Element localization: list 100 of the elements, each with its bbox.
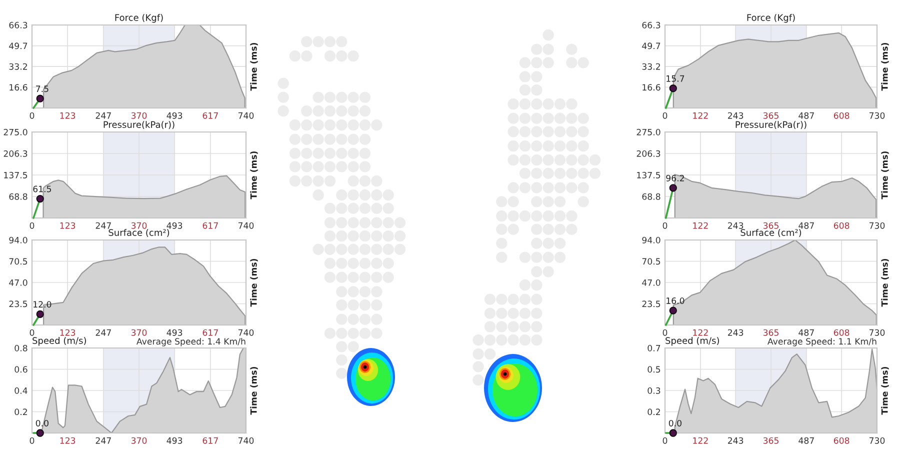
x-tick-label: 740 bbox=[238, 112, 254, 119]
x-tick-label: 730 bbox=[869, 112, 885, 119]
x-tick-label: 617 bbox=[202, 222, 218, 229]
x-tick-label: 608 bbox=[834, 437, 850, 444]
chart-title: Speed (m/s) bbox=[32, 336, 86, 346]
y-tick-label: 137.5 bbox=[4, 172, 28, 178]
y2-axis-title: Time (ms) bbox=[250, 366, 258, 415]
data-label: 61.5 bbox=[33, 186, 52, 192]
x-tick-label: 243 bbox=[728, 112, 744, 119]
y-tick-label: 137.5 bbox=[637, 172, 660, 178]
y-tick-label: 0.2 bbox=[648, 408, 660, 416]
x-tick-label: 123 bbox=[60, 437, 76, 444]
x-tick-label: 0 bbox=[662, 112, 668, 119]
y-tick-label: 0.3 bbox=[648, 387, 660, 394]
chart-title: Force (Kgf) bbox=[747, 14, 795, 23]
y2-axis-title: Time (ms) bbox=[881, 258, 889, 307]
x-tick-label: 122 bbox=[693, 112, 708, 119]
x-tick-label: 0 bbox=[30, 112, 34, 119]
y-tick-label: 70.5 bbox=[642, 258, 660, 265]
chart-title: Pressure(kPa(r)) bbox=[104, 120, 174, 130]
x-tick-label: 487 bbox=[798, 222, 814, 229]
x-tick-label: 493 bbox=[166, 437, 182, 444]
y-tick-label: 0.6 bbox=[14, 366, 28, 373]
x-tick-label: 0 bbox=[662, 437, 668, 444]
y-tick-label: 49.7 bbox=[9, 42, 28, 50]
x-tick-label: 365 bbox=[763, 437, 778, 444]
y2-axis-title: Time (ms) bbox=[250, 151, 258, 200]
x-tick-label: 487 bbox=[798, 329, 814, 336]
chart-subtitle: Average Speed: 1.4 Km/h bbox=[136, 338, 246, 346]
y2-axis-title: Time (ms) bbox=[881, 151, 889, 200]
data-label: 96.2 bbox=[666, 174, 684, 182]
x-tick-label: 123 bbox=[60, 112, 76, 119]
x-tick-label: 487 bbox=[798, 112, 814, 119]
data-label: 0.0 bbox=[668, 420, 682, 426]
x-tick-label: 370 bbox=[131, 112, 147, 119]
data-label: 15.7 bbox=[666, 75, 684, 82]
x-tick-label: 122 bbox=[693, 437, 708, 444]
y-tick-label: 206.3 bbox=[636, 150, 660, 157]
data-label: 16.0 bbox=[666, 297, 684, 304]
y-tick-label: 66.3 bbox=[9, 22, 28, 28]
x-tick-label: 740 bbox=[238, 329, 254, 336]
y-tick-label: 47.0 bbox=[9, 279, 28, 286]
x-tick-label: 0 bbox=[30, 329, 34, 336]
data-label: 12.0 bbox=[34, 301, 52, 308]
data-label: 0.0 bbox=[36, 420, 48, 426]
y-tick-label: 94.0 bbox=[9, 236, 28, 244]
x-tick-label: 608 bbox=[834, 222, 850, 229]
x-tick-label: 243 bbox=[728, 437, 744, 444]
chart-title: Pressure(kPa(r)) bbox=[736, 120, 806, 130]
y-tick-label: 16.6 bbox=[642, 84, 660, 91]
y-tick-label: 68.8 bbox=[9, 193, 28, 200]
y2-axis-title: Time (ms) bbox=[881, 42, 889, 91]
y-tick-label: 47.0 bbox=[642, 279, 660, 286]
x-tick-label: 365 bbox=[763, 222, 778, 229]
chart-title: Surface (cm²) bbox=[740, 228, 802, 238]
chart-subtitle: Average Speed: 1.1 Km/h bbox=[768, 338, 876, 346]
x-tick-label: 247 bbox=[96, 222, 111, 229]
y-tick-label: 70.5 bbox=[9, 258, 28, 265]
y-tick-label: 0.7 bbox=[648, 344, 660, 352]
x-tick-label: 247 bbox=[96, 329, 111, 336]
x-tick-label: 493 bbox=[166, 329, 182, 336]
y-tick-label: 23.5 bbox=[9, 300, 28, 308]
x-tick-label: 247 bbox=[96, 112, 111, 119]
x-tick-label: 487 bbox=[798, 437, 814, 444]
data-label: 7.5 bbox=[36, 86, 48, 92]
x-tick-label: 740 bbox=[238, 222, 254, 229]
y-tick-label: 275.0 bbox=[636, 128, 660, 136]
y-tick-label: 206.3 bbox=[4, 150, 28, 157]
x-tick-label: 365 bbox=[763, 329, 778, 336]
x-tick-label: 0 bbox=[30, 437, 34, 444]
x-tick-label: 608 bbox=[834, 329, 850, 336]
chart-title: Speed (m/s) bbox=[666, 336, 719, 346]
x-tick-label: 243 bbox=[728, 222, 744, 229]
x-tick-label: 247 bbox=[96, 437, 111, 444]
y-tick-label: 0.5 bbox=[648, 366, 660, 373]
chart-title: Force (Kgf) bbox=[115, 14, 163, 23]
y2-axis-title: Time (ms) bbox=[881, 366, 889, 415]
y-tick-label: 0.2 bbox=[14, 408, 27, 416]
x-tick-label: 365 bbox=[763, 112, 778, 119]
x-tick-label: 122 bbox=[693, 222, 708, 229]
x-tick-label: 243 bbox=[728, 329, 744, 336]
x-tick-label: 730 bbox=[869, 329, 885, 336]
x-tick-label: 123 bbox=[60, 329, 76, 336]
y-tick-label: 49.7 bbox=[642, 42, 660, 50]
y2-axis-title: Time (ms) bbox=[250, 258, 258, 307]
x-tick-label: 617 bbox=[202, 329, 218, 336]
x-tick-label: 617 bbox=[202, 437, 218, 444]
y-tick-label: 0.8 bbox=[14, 344, 28, 352]
y-tick-label: 66.3 bbox=[642, 22, 660, 28]
y-tick-label: 33.2 bbox=[642, 63, 660, 70]
x-tick-label: 370 bbox=[131, 222, 147, 229]
y-tick-label: 275.0 bbox=[4, 128, 28, 136]
y-tick-label: 23.5 bbox=[642, 300, 660, 308]
x-tick-label: 740 bbox=[238, 437, 254, 444]
chart-title: Surface (cm²) bbox=[108, 228, 170, 238]
y-tick-label: 68.8 bbox=[642, 193, 660, 200]
x-tick-label: 0 bbox=[662, 222, 668, 229]
y-tick-label: 33.2 bbox=[9, 63, 27, 70]
x-tick-label: 123 bbox=[60, 222, 76, 229]
y-tick-label: 16.6 bbox=[10, 84, 28, 91]
